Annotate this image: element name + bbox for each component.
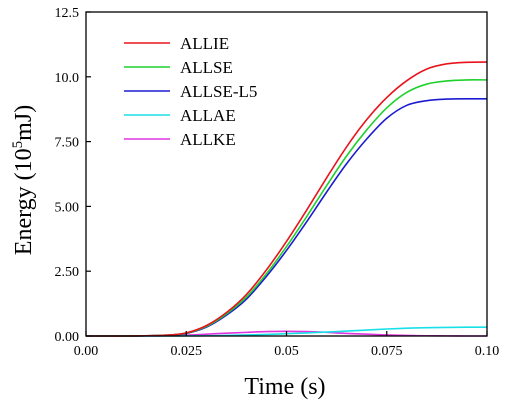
x-axis-title: Time (s) <box>244 374 325 400</box>
x-tick-label: 0.025 <box>171 344 203 359</box>
y-axis-title-sup: 5 <box>10 141 26 149</box>
legend: ALLIE ALLSE ALLSE-L5 ALLAE ALLKE <box>124 34 257 149</box>
series-line-allse <box>86 79 488 337</box>
legend-label: ALLSE <box>180 58 233 77</box>
y-tick-label: 5.00 <box>55 200 80 215</box>
x-tick-label: 0.05 <box>274 344 299 359</box>
axis-tick-labels: 0.00 0.025 0.05 0.075 0.10 0.00 2.50 5.00 7.50 10… <box>55 6 500 359</box>
legend-label: ALLIE <box>180 34 229 53</box>
y-tick-label: 2.50 <box>55 265 80 280</box>
x-tick-label: 0.075 <box>371 344 403 359</box>
y-tick-label: 12.5 <box>55 6 80 21</box>
y-axis-title-main: Energy (10 <box>11 148 37 255</box>
plot-lines <box>86 61 488 337</box>
y-tick-label: 7.50 <box>55 136 80 151</box>
y-tick-label: 0.00 <box>55 330 80 345</box>
x-tick-label: 0.10 <box>475 344 500 359</box>
series-line-allse-l5 <box>86 98 488 337</box>
legend-label: ALLSE-L5 <box>180 82 257 101</box>
legend-label: ALLKE <box>180 130 236 149</box>
axis-ticks <box>85 11 488 337</box>
y-axis-title-unit: mJ) <box>11 105 37 141</box>
plot-frame <box>85 11 488 337</box>
y-tick-label: 10.0 <box>55 71 80 86</box>
series-line-allie <box>86 61 488 337</box>
y-axis-title: Energy (105mJ) <box>10 105 37 255</box>
x-tick-label: 0.00 <box>74 344 99 359</box>
legend-label: ALLAE <box>180 106 236 125</box>
